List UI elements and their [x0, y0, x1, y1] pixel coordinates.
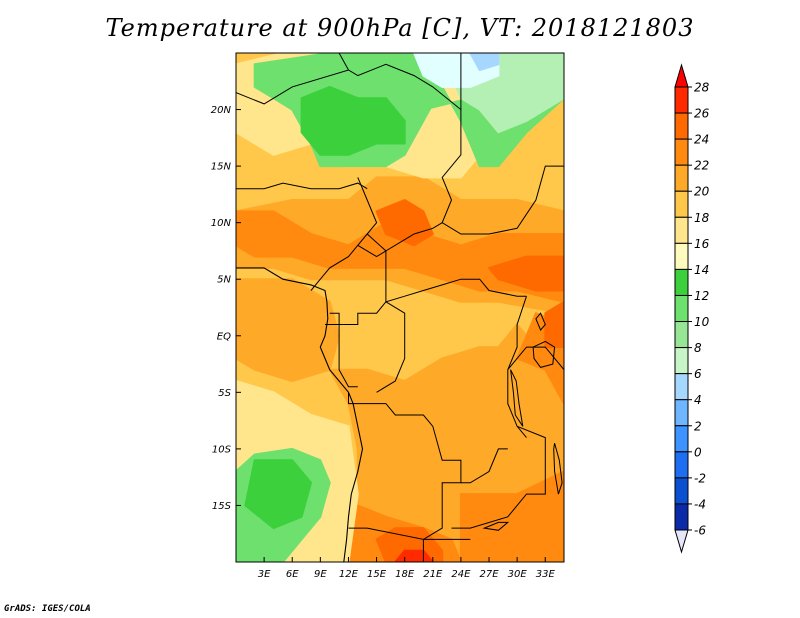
- lon-tick-label: 18E: [395, 569, 415, 580]
- country-border: [366, 222, 443, 252]
- map-axes: 3E 6E 9E 12E 15E 18E 21E 24E 27E 30E 33E 20N 15N 10N 5…: [211, 105, 556, 580]
- lat-tick-label: 15N: [211, 162, 232, 173]
- page-title: Temperature at 900hPa [C], VT: 201812180…: [105, 14, 695, 42]
- country-border: [236, 53, 462, 111]
- temperature-region-12c: [347, 97, 406, 145]
- lon-tick-label: 9E: [314, 569, 327, 580]
- lake-outline: [535, 312, 546, 332]
- temperature-region-6c: [469, 53, 500, 71]
- lake-outline: [553, 443, 563, 495]
- country-border: [451, 425, 546, 529]
- country-border: [385, 250, 527, 303]
- country-border: [357, 244, 387, 258]
- lon-tick-label: 15E: [367, 569, 387, 580]
- temperature-region-24c: [236, 210, 564, 303]
- temperature-region-26c: [544, 300, 564, 349]
- lon-tick-label: 12E: [339, 569, 359, 580]
- temperature-region-12c: [244, 459, 312, 530]
- country-border: [348, 392, 462, 540]
- lat-tick-label: 20N: [211, 105, 232, 116]
- lon-tick-label: 27E: [480, 569, 500, 580]
- lon-tick-label: 6E: [286, 569, 299, 580]
- lat-tick-label: 10N: [211, 218, 232, 229]
- lat-tick-label: 10S: [212, 444, 232, 455]
- lake-outline: [510, 369, 524, 427]
- lon-tick-label: 21E: [423, 569, 443, 580]
- lat-tick-label: 5S: [218, 388, 231, 399]
- boundary-lines: [236, 53, 564, 562]
- lat-tick-label: 5N: [217, 275, 231, 286]
- country-border: [507, 346, 564, 371]
- country-border: [460, 448, 508, 484]
- lat-tick-label: EQ: [217, 331, 231, 342]
- country-border: [422, 538, 471, 562]
- country-border: [329, 301, 387, 325]
- temperature-field: [236, 53, 564, 562]
- lon-tick-label: 3E: [258, 569, 271, 580]
- lon-tick-label: 33E: [536, 569, 556, 580]
- lon-tick-label: 24E: [451, 569, 471, 580]
- country-border: [441, 109, 564, 235]
- temperature-region-26c: [488, 255, 564, 292]
- lat-tick-label: 15S: [212, 501, 232, 512]
- country-border: [236, 182, 368, 190]
- country-border: [325, 324, 358, 388]
- credit-text: GrADS: IGES/COLA: [4, 604, 91, 614]
- country-border: [376, 301, 406, 393]
- lon-tick-label: 30E: [508, 569, 528, 580]
- lake-outline: [532, 340, 556, 368]
- country-border: [338, 53, 349, 71]
- lake-outline: [482, 521, 510, 531]
- temperature-region-26c: [375, 199, 434, 247]
- coastline: [236, 267, 364, 562]
- map-frame: [235, 52, 565, 563]
